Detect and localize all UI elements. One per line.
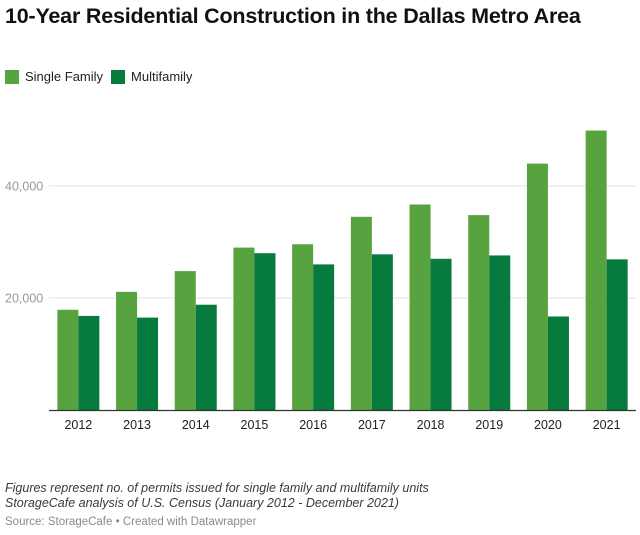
bar-single-family-2014 <box>174 271 196 410</box>
legend-label-single-family: Single Family <box>25 69 104 84</box>
bar-multifamily-2021 <box>606 259 628 410</box>
note-permits: Figures represent no. of permits issued … <box>5 481 429 495</box>
legend-swatch-single-family <box>5 69 19 84</box>
bar-single-family-2020 <box>526 163 548 410</box>
bar-multifamily-2019 <box>489 255 511 410</box>
legend-swatch-multifamily <box>111 69 126 84</box>
x-tick-label-2013: 2013 <box>123 418 151 432</box>
x-tick-label-2021: 2021 <box>593 418 621 432</box>
bar-multifamily-2018 <box>430 258 452 410</box>
x-tick-label-2016: 2016 <box>299 418 327 432</box>
x-tick-label-2015: 2015 <box>241 418 269 432</box>
legend-label-multifamily: Multifamily <box>131 69 193 84</box>
note-analysis: StorageCafe analysis of U.S. Census (Jan… <box>5 496 399 510</box>
bar-single-family-2018 <box>409 204 431 410</box>
bar-single-family-2013 <box>116 291 138 410</box>
x-tick-label-2020: 2020 <box>534 418 562 432</box>
bar-single-family-2015 <box>233 247 255 410</box>
x-tick-label-2012: 2012 <box>64 418 92 432</box>
bar-single-family-2017 <box>350 216 372 410</box>
bar-multifamily-2020 <box>547 316 569 410</box>
y-tick-label-20000: 20,000 <box>5 292 43 306</box>
bar-multifamily-2013 <box>137 317 159 410</box>
bar-multifamily-2016 <box>313 264 335 410</box>
x-tick-label-2017: 2017 <box>358 418 386 432</box>
legend: Single Family Multifamily <box>5 69 200 84</box>
legend-item-multifamily: Multifamily <box>111 69 192 84</box>
bar-single-family-2012 <box>57 309 79 410</box>
bar-multifamily-2014 <box>195 304 217 410</box>
bar-multifamily-2012 <box>78 315 100 410</box>
legend-item-single-family: Single Family <box>5 69 103 84</box>
x-tick-label-2019: 2019 <box>475 418 503 432</box>
chart-title: 10-Year Residential Construction in the … <box>5 4 581 28</box>
x-tick-label-2014: 2014 <box>182 418 210 432</box>
bar-multifamily-2017 <box>371 254 393 410</box>
y-tick-label-40000: 40,000 <box>5 180 43 194</box>
bar-single-family-2021 <box>585 130 607 410</box>
bar-single-family-2019 <box>468 215 490 410</box>
bar-single-family-2016 <box>292 244 314 410</box>
source-credit: Source: StorageCafe • Created with Dataw… <box>5 516 257 528</box>
bar-multifamily-2015 <box>254 253 276 410</box>
x-tick-label-2018: 2018 <box>417 418 445 432</box>
